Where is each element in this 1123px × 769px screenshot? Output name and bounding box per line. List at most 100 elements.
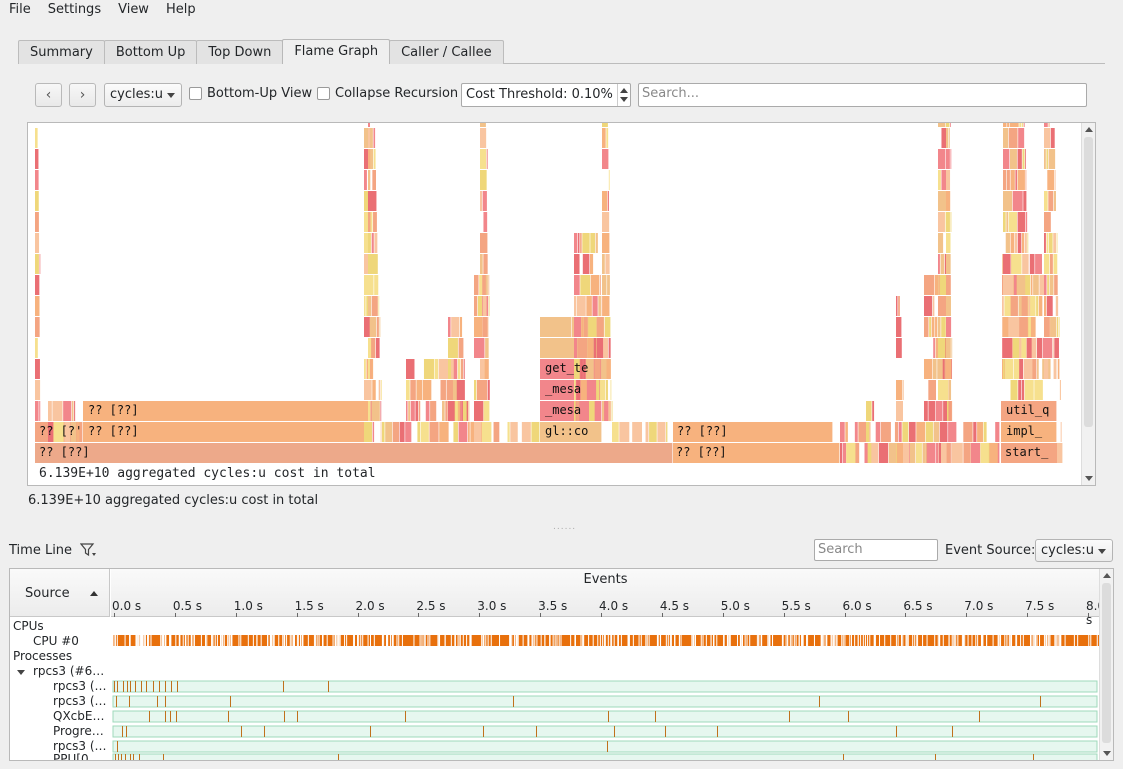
flame-frame[interactable] bbox=[406, 380, 410, 400]
flame-frame[interactable] bbox=[574, 275, 580, 295]
flame-frame[interactable] bbox=[368, 191, 371, 211]
flame-frame[interactable] bbox=[866, 422, 870, 442]
flame-frame-start[interactable]: start_ bbox=[1005, 445, 1049, 459]
flame-frame[interactable] bbox=[410, 380, 416, 400]
flame-frame[interactable] bbox=[35, 359, 40, 379]
flame-frame-unknown-3[interactable]: ?? [??] bbox=[88, 424, 139, 438]
splitter-handle[interactable]: ...... bbox=[553, 522, 577, 532]
flame-frame[interactable] bbox=[1017, 212, 1026, 232]
scroll-thumb[interactable] bbox=[1084, 137, 1093, 427]
flame-frame[interactable] bbox=[481, 422, 492, 442]
flame-frame[interactable] bbox=[1001, 443, 1061, 463]
flame-frame[interactable] bbox=[878, 443, 889, 463]
flame-frame[interactable] bbox=[416, 380, 423, 400]
flame-frame[interactable] bbox=[480, 233, 488, 253]
row-thread-1[interactable]: rpcs3 (… bbox=[53, 679, 107, 693]
flame-frame[interactable] bbox=[1009, 296, 1018, 316]
flame-frame[interactable] bbox=[938, 359, 943, 379]
flame-frame[interactable] bbox=[463, 359, 465, 379]
flame-frame[interactable] bbox=[592, 296, 598, 316]
menu-file[interactable]: File bbox=[9, 2, 31, 17]
flame-frame[interactable] bbox=[1024, 233, 1027, 253]
flame-frame[interactable] bbox=[1028, 317, 1031, 337]
flame-frame[interactable] bbox=[1049, 254, 1053, 274]
flame-frame[interactable] bbox=[937, 317, 941, 337]
flame-frame[interactable] bbox=[946, 296, 951, 316]
flame-frame[interactable] bbox=[368, 170, 371, 190]
flame-frame[interactable] bbox=[485, 338, 489, 358]
flame-frame[interactable] bbox=[1003, 359, 1005, 379]
flame-frame[interactable] bbox=[596, 380, 600, 400]
flame-frame[interactable] bbox=[602, 338, 608, 358]
flame-frame[interactable] bbox=[451, 317, 460, 337]
flame-frame[interactable] bbox=[1012, 338, 1019, 358]
flame-frame[interactable] bbox=[510, 422, 518, 442]
flame-frame[interactable] bbox=[602, 191, 608, 211]
flame-frame[interactable] bbox=[1046, 149, 1048, 169]
flame-frame[interactable] bbox=[605, 254, 610, 274]
flame-frame[interactable] bbox=[936, 443, 939, 463]
flame-frame[interactable] bbox=[924, 275, 935, 295]
flame-frame[interactable] bbox=[459, 317, 463, 337]
flame-frame[interactable] bbox=[903, 443, 910, 463]
flame-frame[interactable] bbox=[1053, 359, 1057, 379]
flame-frame[interactable] bbox=[1034, 380, 1043, 400]
flame-frame-get-te[interactable]: get_te bbox=[545, 361, 589, 375]
flame-frame[interactable] bbox=[480, 359, 485, 379]
flame-frame[interactable] bbox=[924, 317, 929, 337]
flame-frame[interactable] bbox=[1008, 212, 1017, 232]
flame-frame[interactable] bbox=[368, 128, 371, 148]
flame-frame[interactable] bbox=[896, 338, 902, 358]
flame-frame[interactable] bbox=[448, 401, 455, 421]
flame-frame[interactable] bbox=[53, 422, 64, 442]
flame-frame[interactable] bbox=[938, 233, 944, 253]
flame-frame[interactable] bbox=[368, 401, 371, 421]
flame-frame[interactable] bbox=[588, 317, 597, 337]
flame-frame[interactable] bbox=[420, 422, 429, 442]
flame-frame[interactable] bbox=[853, 443, 860, 463]
flame-frame[interactable] bbox=[460, 401, 463, 421]
flame-frame[interactable] bbox=[933, 338, 935, 358]
flame-frame[interactable] bbox=[946, 317, 952, 337]
flame-frame[interactable] bbox=[649, 422, 657, 442]
flame-frame[interactable] bbox=[1036, 296, 1039, 316]
flame-frame[interactable] bbox=[910, 443, 916, 463]
flame-frame[interactable] bbox=[938, 443, 941, 463]
flame-frame[interactable] bbox=[902, 422, 909, 442]
flame-frame[interactable] bbox=[590, 275, 600, 295]
events-column-header[interactable]: Events 0.0 s 0.5 s 1.0 s 1.5 s 2.0 s 2.5 s 3.0… bbox=[111, 569, 1105, 627]
tab-summary[interactable]: Summary bbox=[18, 40, 105, 64]
flame-frame[interactable] bbox=[1031, 359, 1037, 379]
row-thread-2[interactable]: rpcs3 (… bbox=[53, 694, 107, 708]
flame-frame[interactable] bbox=[941, 317, 946, 337]
flame-frame[interactable] bbox=[1044, 254, 1050, 274]
flame-frame[interactable] bbox=[368, 233, 371, 253]
event-source-select[interactable]: cycles:u bbox=[1035, 539, 1113, 562]
flame-frame-root-unknown[interactable]: ?? [??] bbox=[39, 445, 90, 459]
flame-frame[interactable] bbox=[924, 359, 933, 379]
flame-frame[interactable] bbox=[364, 422, 373, 442]
flame-frame[interactable] bbox=[368, 212, 371, 232]
flame-frame[interactable] bbox=[455, 401, 458, 421]
flame-frame-mesa-2[interactable]: _mesa bbox=[545, 382, 582, 396]
flame-frame[interactable] bbox=[938, 443, 948, 463]
flame-frame[interactable] bbox=[1025, 149, 1026, 169]
flame-frame[interactable] bbox=[474, 422, 482, 442]
flame-frame[interactable] bbox=[374, 275, 379, 295]
flame-frame[interactable] bbox=[1003, 275, 1014, 295]
flame-frame[interactable] bbox=[1003, 149, 1010, 169]
row-process-rpcs3[interactable]: rpcs3 (#6… bbox=[33, 664, 105, 678]
flame-frame[interactable] bbox=[406, 401, 408, 421]
flame-frame[interactable] bbox=[673, 422, 833, 442]
flame-frame[interactable] bbox=[938, 191, 948, 211]
flame-frame[interactable] bbox=[932, 296, 935, 316]
flame-frame[interactable] bbox=[410, 401, 415, 421]
flame-frame[interactable] bbox=[35, 380, 41, 400]
flame-frame[interactable] bbox=[442, 401, 445, 421]
flame-frame[interactable] bbox=[1044, 317, 1050, 337]
flame-frame[interactable] bbox=[973, 422, 977, 442]
flame-frame[interactable] bbox=[607, 275, 610, 295]
flame-frame[interactable] bbox=[364, 149, 369, 169]
flame-frame[interactable] bbox=[1029, 338, 1037, 358]
timeline-search-input[interactable]: Search bbox=[814, 539, 938, 561]
